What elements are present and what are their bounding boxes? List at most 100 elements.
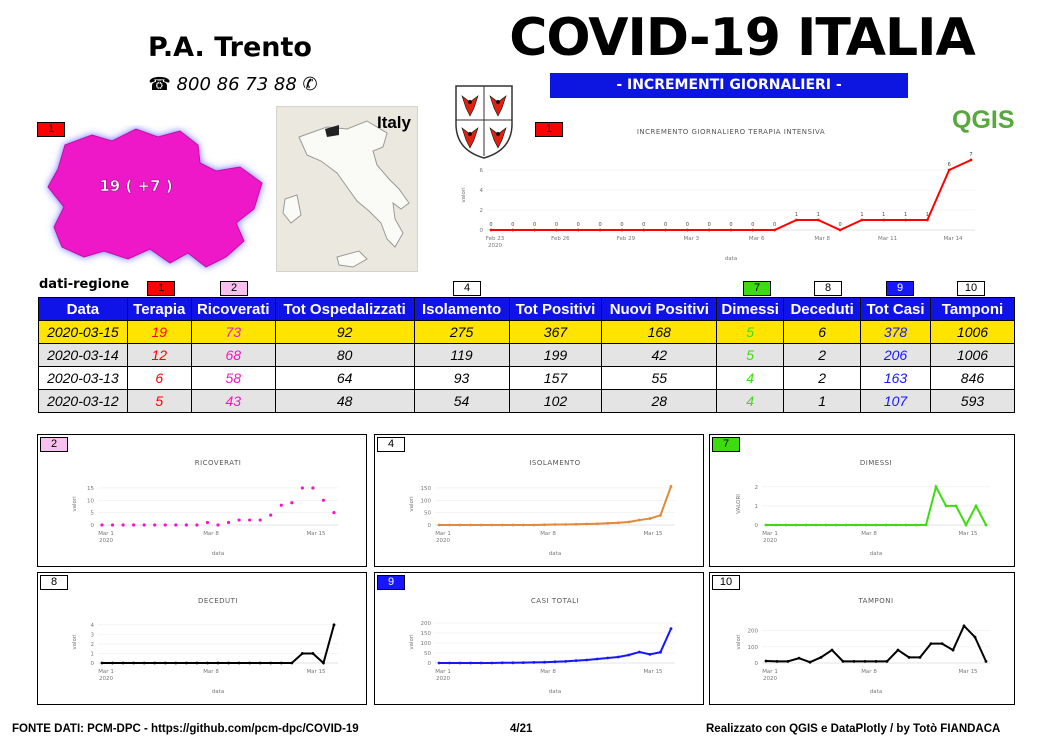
- data-point: [511, 523, 515, 527]
- data-point: [669, 485, 673, 488]
- data-label: 0: [664, 222, 667, 228]
- chart-title: RICOVERATI: [195, 459, 242, 467]
- data-point: [448, 661, 451, 665]
- data-label: 0: [577, 222, 580, 228]
- tag-col-totcasi: 9: [886, 281, 914, 296]
- data-point: [824, 523, 828, 527]
- data-point: [521, 661, 525, 664]
- y-tick-label: 10: [87, 498, 94, 504]
- panel-deceduti: DECEDUTI 0 1 2 3 4 Mar 1 2020 Mar 8 Mar 15 data val…: [37, 572, 367, 705]
- data-label: 0: [511, 222, 514, 228]
- data-label: 0: [773, 222, 776, 228]
- y-axis-title: valori: [736, 634, 742, 650]
- cell-dimessi: 4: [716, 366, 785, 390]
- data-point: [258, 661, 262, 665]
- x-tick-label: Mar 8: [861, 669, 877, 675]
- cell-terapia: 6: [126, 366, 192, 390]
- x-tick-label: 2020: [763, 676, 777, 682]
- cell-nuovi-positivi: 42: [601, 343, 718, 367]
- y-tick-label: 150: [421, 486, 432, 492]
- data-table: Data Terapia Ricoverati Tot Ospedalizzat…: [38, 297, 1016, 413]
- data-label: 0: [489, 222, 492, 228]
- data-point: [279, 503, 283, 507]
- x-tick-label: 2020: [488, 243, 502, 249]
- x-tick-label: Feb 29: [617, 236, 636, 242]
- y-tick-label: 0: [91, 661, 95, 667]
- data-point: [564, 660, 567, 663]
- panel-tag: 10: [712, 575, 740, 590]
- series-line: [439, 628, 672, 664]
- cell-isolamento: 54: [413, 389, 510, 413]
- data-point: [216, 523, 220, 527]
- data-point: [279, 661, 283, 665]
- data-point: [819, 655, 823, 659]
- y-tick-label: 100: [421, 641, 432, 647]
- panel-tamponi: TAMPONI 0 100 200 Mar 1 2020 Mar 8 Mar 15 data va…: [709, 572, 1015, 705]
- data-point: [511, 661, 515, 665]
- table-row: 2020-03-12 5 43 48 54 102 28 4 1 107 593: [38, 389, 1016, 413]
- y-tick-label: 3: [91, 632, 95, 638]
- data-point: [974, 504, 978, 508]
- y-tick-label: 0: [755, 661, 759, 667]
- data-point: [489, 228, 493, 232]
- data-point: [248, 661, 252, 665]
- data-point: [585, 522, 589, 526]
- tag-col-tamponi: 10: [957, 281, 985, 296]
- data-label: 0: [708, 222, 711, 228]
- map-value-label: 19 ( +7 ): [99, 177, 172, 195]
- x-tick-label: Mar 8: [540, 531, 556, 537]
- data-point: [659, 513, 662, 517]
- data-point: [751, 228, 755, 232]
- cell-data: 2020-03-15: [38, 320, 128, 344]
- x-tick-label: Mar 15: [643, 669, 663, 675]
- cell-tot-positivi: 367: [508, 320, 603, 344]
- x-tick-label: Mar 1: [762, 531, 778, 537]
- data-point: [907, 655, 911, 659]
- data-point: [269, 513, 273, 517]
- cell-tamponi: 1006: [929, 320, 1016, 344]
- cell-tot-casi: 107: [860, 389, 931, 413]
- cell-tot-positivi: 199: [508, 343, 603, 367]
- data-point: [321, 498, 326, 502]
- chart-title: DECEDUTI: [198, 597, 238, 605]
- cell-nuovi-positivi: 55: [601, 366, 718, 390]
- qgis-logo: QGIS: [952, 106, 1015, 134]
- table-row: 2020-03-15 19 73 92 275 367 168 5 6 378 …: [38, 320, 1016, 344]
- data-point: [964, 523, 968, 527]
- x-tick-label: Mar 8: [540, 669, 556, 675]
- data-point: [300, 486, 304, 490]
- data-point: [227, 661, 230, 665]
- data-label: 1: [817, 212, 820, 218]
- page-subtitle: - INCREMENTI GIORNALIERI -: [550, 73, 908, 98]
- cell-terapia: 5: [126, 389, 192, 413]
- col-terapia: Terapia: [126, 297, 192, 321]
- data-point: [490, 523, 494, 527]
- cell-tot-casi: 378: [860, 320, 931, 344]
- data-point: [469, 661, 473, 665]
- x-axis-title: data: [212, 551, 224, 557]
- phone-number: ☎ 800 86 73 88 ✆: [148, 74, 318, 95]
- data-label: 0: [620, 222, 623, 228]
- data-point: [616, 521, 620, 525]
- chart-title: CASI TOTALI: [531, 597, 579, 605]
- data-point: [574, 522, 578, 526]
- data-point: [814, 523, 818, 527]
- data-point: [841, 659, 845, 663]
- data-point: [951, 648, 955, 652]
- data-point: [894, 523, 898, 527]
- data-point: [924, 523, 928, 527]
- data-point: [808, 660, 812, 664]
- y-axis-title: valori: [409, 496, 415, 512]
- data-point: [620, 228, 624, 232]
- cell-dimessi: 5: [716, 320, 785, 344]
- data-point: [669, 627, 673, 630]
- data-label: 1: [926, 212, 929, 218]
- cell-ricoverati: 58: [190, 366, 276, 390]
- data-point: [598, 228, 602, 232]
- data-point: [764, 523, 768, 527]
- panel-casi-totali: CASI TOTALI 0 50 100 150 200 Mar 1 2020 Mar 8 Mar…: [374, 572, 704, 705]
- data-point: [142, 523, 146, 527]
- data-point: [564, 523, 567, 526]
- y-tick-label: 5: [91, 511, 95, 517]
- y-tick-label: 0: [428, 661, 432, 667]
